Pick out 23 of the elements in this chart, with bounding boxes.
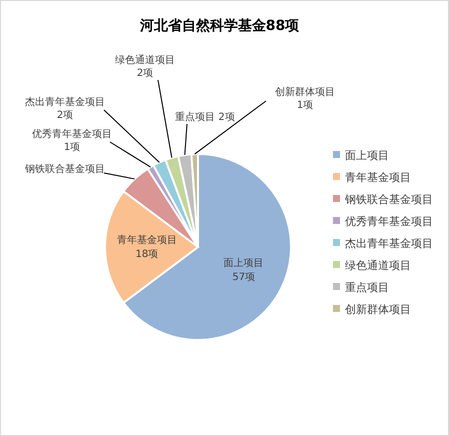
slice-label: 青年基金项目 [116, 234, 177, 246]
legend-label: 钢铁联合基金项目 [344, 193, 433, 206]
slice-label: 优秀青年基金项目 [32, 128, 112, 140]
legend-label: 青年基金项目 [345, 171, 411, 184]
category-label: 重点项目 2项 [175, 112, 235, 123]
legend-label: 优秀青年基金项目 [345, 215, 433, 228]
legend-label: 重点项目 [345, 281, 389, 294]
slice-label: 钢铁联合基金项目 [24, 163, 105, 175]
legend-label: 创新群体项目 [345, 303, 411, 316]
data-label: 1项 [64, 142, 80, 153]
data-label: 57项 [232, 272, 256, 283]
chart-title: 河北省自然科学基金88项 [138, 18, 300, 34]
slice-label: 杰出青年基金项目 [25, 96, 105, 108]
legend-label: 面上项目 [345, 149, 389, 162]
slice-label: 绿色通道项目 [115, 54, 175, 66]
slice-label: 面上项目 [224, 256, 264, 269]
legend-label: 绿色通道项目 [345, 259, 411, 272]
slice-label: 创新群体项目 [275, 86, 335, 98]
data-label: 2项 [56, 110, 74, 121]
legend-label: 杰出青年基金项目 [345, 237, 433, 250]
data-label: 18项 [135, 249, 158, 260]
data-label: 1项 [296, 100, 314, 111]
data-label: 2项 [136, 68, 154, 79]
